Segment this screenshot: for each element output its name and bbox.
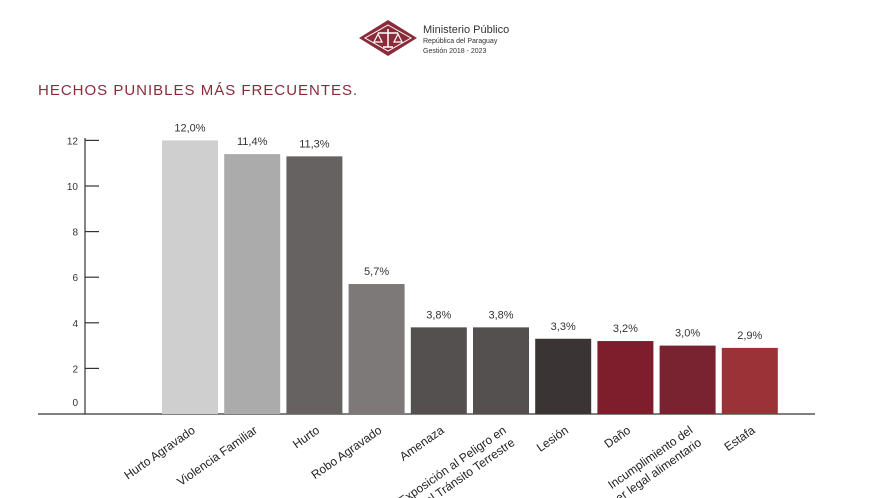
y-tick-label: 2 (72, 364, 78, 375)
category-label-line: Estafa (722, 423, 758, 454)
bar (286, 156, 343, 415)
y-tick-label: 4 (72, 319, 78, 330)
category-label-line: Lesión (534, 423, 571, 455)
org-name: Ministerio Público (423, 24, 510, 36)
data-label: 3,2% (613, 323, 638, 335)
data-label: 3,3% (551, 321, 576, 333)
category-label-line: Amenaza (397, 423, 447, 464)
bar (535, 338, 592, 414)
bar (473, 327, 529, 414)
data-label: 2,9% (737, 330, 762, 342)
data-label: 3,8% (426, 309, 451, 321)
y-tick-label: 8 (72, 228, 78, 239)
data-label: 5,7% (364, 266, 389, 278)
category-label: Hurto (290, 423, 322, 451)
category-label: Exposición al Peligro enel Tránsito Terr… (396, 423, 518, 498)
data-label: 11,3% (299, 138, 330, 150)
category-label-line: Daño (602, 423, 634, 451)
y-tick-label: 12 (67, 136, 79, 147)
org-period: Gestión 2018 - 2023 (423, 48, 487, 55)
bar (597, 341, 654, 414)
bar (659, 345, 716, 414)
category-label: Amenaza (397, 423, 447, 464)
category-label: Incumplimiento deldeber legal alimentari… (588, 423, 704, 498)
data-label: 3,0% (675, 328, 700, 340)
category-label-line: Hurto (290, 423, 322, 451)
y-tick-label: 10 (67, 182, 79, 193)
category-label: Lesión (534, 423, 571, 455)
bar (224, 154, 281, 414)
category-label: Daño (602, 423, 634, 451)
data-label: 11,4% (237, 136, 268, 148)
chart-title: HECHOS PUNIBLES MÁS FRECUENTES. (38, 82, 359, 99)
bar (348, 284, 405, 414)
data-label: 12,0% (174, 122, 205, 134)
data-label: 3,8% (488, 309, 513, 321)
bar (721, 347, 778, 414)
y-tick-label: 6 (72, 273, 78, 284)
org-subtitle: República del Paraguay (423, 38, 498, 45)
bar (410, 327, 467, 414)
bar (162, 140, 218, 414)
category-label: Estafa (722, 423, 758, 454)
ministerio-publico-logo-icon (359, 20, 417, 56)
y-tick-label: 0 (72, 398, 78, 409)
